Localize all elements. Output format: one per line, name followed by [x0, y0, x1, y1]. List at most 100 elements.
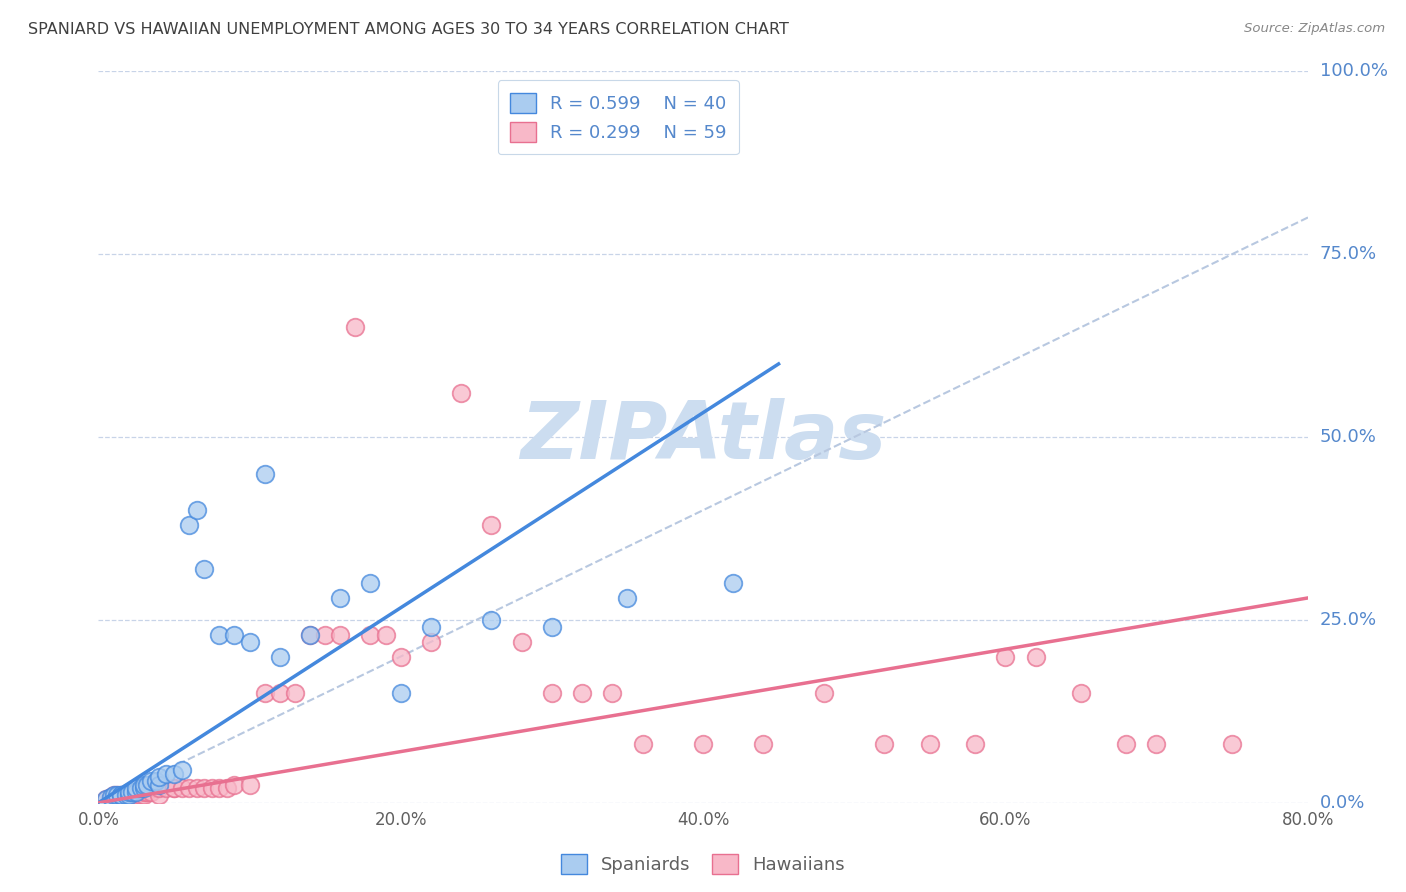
Point — [94, 792, 117, 806]
Point — [114, 789, 136, 803]
Point — [1115, 737, 1137, 751]
Point — [118, 785, 141, 799]
Point — [1144, 737, 1167, 751]
Point — [125, 781, 148, 796]
Point — [239, 635, 262, 649]
Point — [100, 789, 122, 804]
Point — [145, 773, 167, 788]
Text: 75.0%: 75.0% — [1320, 245, 1376, 263]
Point — [253, 686, 276, 700]
Point — [918, 737, 941, 751]
Point — [135, 785, 157, 799]
Point — [129, 789, 152, 803]
Legend: Spaniards, Hawaiians: Spaniards, Hawaiians — [554, 847, 852, 881]
Point — [481, 613, 503, 627]
Point — [1024, 649, 1046, 664]
Point — [141, 785, 163, 799]
Point — [103, 789, 125, 803]
Point — [253, 467, 276, 481]
Point — [100, 789, 122, 804]
Point — [208, 627, 231, 641]
Point — [114, 789, 136, 803]
Point — [105, 789, 128, 803]
Point — [602, 686, 624, 700]
Point — [201, 781, 224, 796]
Point — [155, 781, 177, 796]
Point — [103, 789, 125, 803]
Text: 25.0%: 25.0% — [1320, 611, 1376, 629]
Point — [193, 781, 215, 796]
Point — [118, 789, 141, 803]
Point — [170, 763, 193, 777]
Point — [148, 770, 170, 784]
Point — [186, 503, 208, 517]
Text: Source: ZipAtlas.com: Source: ZipAtlas.com — [1244, 22, 1385, 36]
Point — [360, 576, 382, 591]
Point — [284, 686, 307, 700]
Point — [1220, 737, 1243, 751]
Text: ZIPAtlas: ZIPAtlas — [520, 398, 886, 476]
Point — [215, 781, 238, 796]
Point — [419, 635, 441, 649]
Point — [994, 649, 1017, 664]
Point — [163, 766, 186, 780]
Point — [121, 789, 143, 803]
Point — [239, 777, 262, 792]
Point — [571, 686, 593, 700]
Text: SPANIARD VS HAWAIIAN UNEMPLOYMENT AMONG AGES 30 TO 34 YEARS CORRELATION CHART: SPANIARD VS HAWAIIAN UNEMPLOYMENT AMONG … — [28, 22, 789, 37]
Point — [208, 781, 231, 796]
Point — [125, 789, 148, 803]
Point — [110, 789, 132, 803]
Point — [631, 737, 654, 751]
Point — [813, 686, 835, 700]
Point — [163, 781, 186, 796]
Point — [148, 789, 170, 803]
Point — [419, 620, 441, 634]
Point — [540, 686, 562, 700]
Point — [299, 627, 322, 641]
Point — [141, 773, 163, 788]
Point — [374, 627, 396, 641]
Point — [269, 686, 291, 700]
Point — [389, 686, 412, 700]
Point — [389, 649, 412, 664]
Text: 100.0%: 100.0% — [1320, 62, 1388, 80]
Point — [148, 777, 170, 792]
Point — [692, 737, 714, 751]
Point — [170, 781, 193, 796]
Point — [1070, 686, 1092, 700]
Point — [540, 620, 562, 634]
Point — [94, 792, 117, 806]
Point — [118, 789, 141, 803]
Point — [314, 627, 336, 641]
Point — [873, 737, 896, 751]
Point — [360, 627, 382, 641]
Point — [129, 781, 152, 796]
Point — [125, 785, 148, 799]
Point — [110, 789, 132, 803]
Point — [155, 766, 177, 780]
Point — [132, 777, 155, 792]
Point — [177, 781, 201, 796]
Point — [132, 781, 155, 796]
Point — [110, 789, 132, 803]
Point — [224, 777, 246, 792]
Point — [224, 627, 246, 641]
Point — [135, 777, 157, 792]
Point — [450, 386, 472, 401]
Point — [269, 649, 291, 664]
Point — [193, 562, 215, 576]
Text: 50.0%: 50.0% — [1320, 428, 1376, 446]
Point — [965, 737, 987, 751]
Point — [329, 591, 352, 605]
Point — [344, 320, 367, 334]
Point — [481, 517, 503, 532]
Point — [616, 591, 638, 605]
Point — [105, 789, 128, 803]
Point — [299, 627, 322, 641]
Point — [186, 781, 208, 796]
Point — [752, 737, 775, 751]
Point — [329, 627, 352, 641]
Point — [177, 517, 201, 532]
Point — [721, 576, 744, 591]
